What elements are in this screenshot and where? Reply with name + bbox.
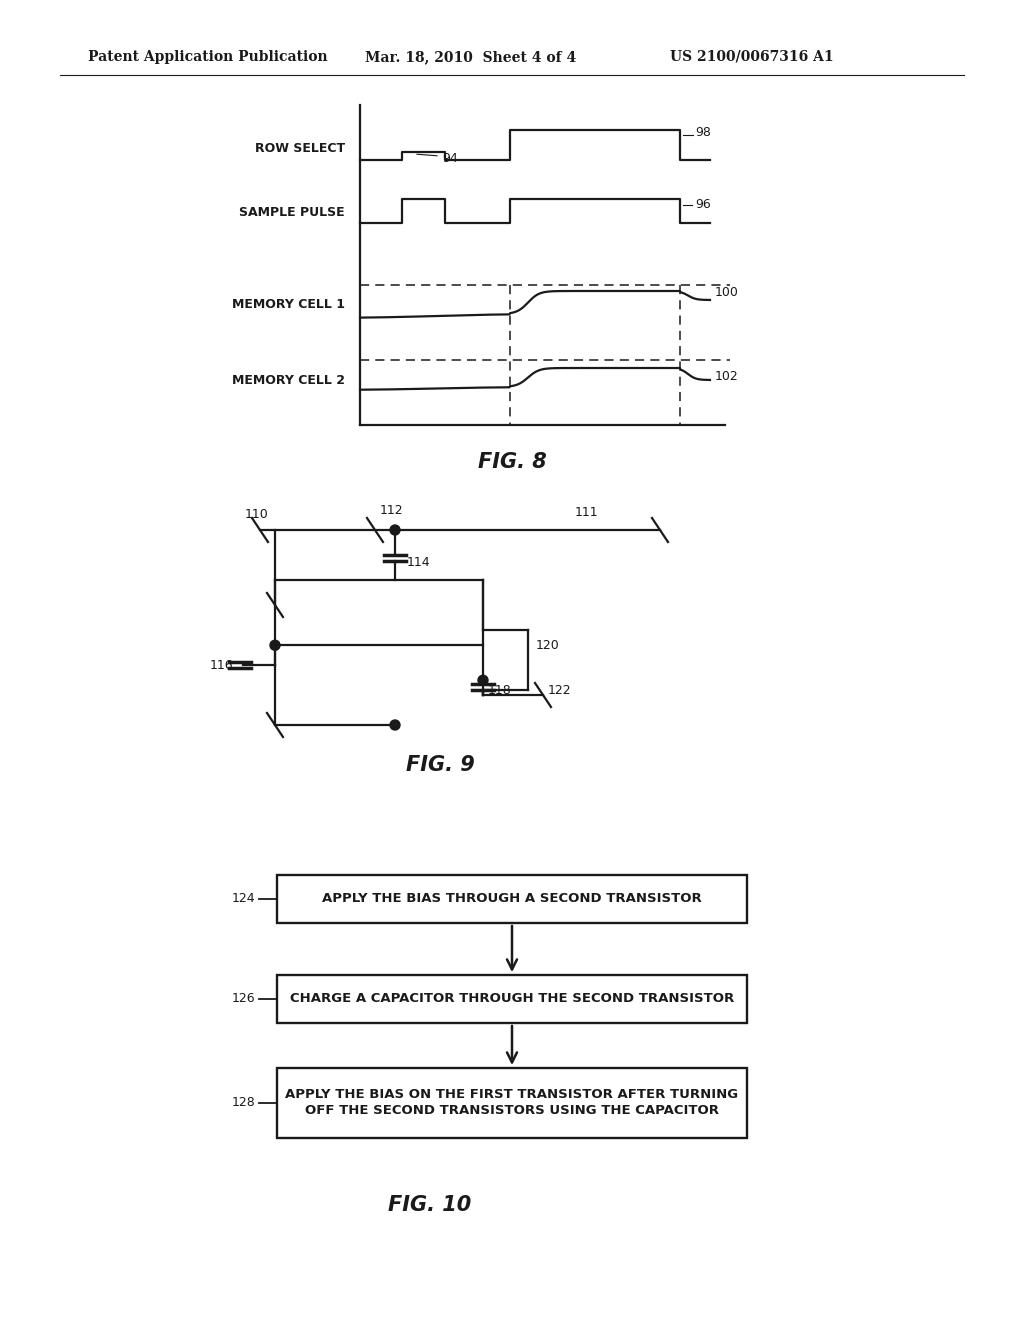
Bar [278, 975, 746, 1023]
Text: 124: 124 [231, 892, 255, 906]
Text: Patent Application Publication: Patent Application Publication [88, 50, 328, 63]
Text: 128: 128 [231, 1097, 255, 1110]
Text: FIG. 10: FIG. 10 [388, 1195, 472, 1214]
Text: 114: 114 [407, 557, 431, 569]
Text: US 2100/0067316 A1: US 2100/0067316 A1 [670, 50, 834, 63]
Text: Mar. 18, 2010  Sheet 4 of 4: Mar. 18, 2010 Sheet 4 of 4 [365, 50, 577, 63]
Text: APPLY THE BIAS ON THE FIRST TRANSISTOR AFTER TURNING: APPLY THE BIAS ON THE FIRST TRANSISTOR A… [286, 1089, 738, 1101]
Text: 96: 96 [695, 198, 711, 210]
Text: 111: 111 [575, 506, 599, 519]
Text: 116: 116 [210, 659, 233, 672]
Text: 98: 98 [695, 127, 711, 140]
Circle shape [390, 525, 400, 535]
Text: SAMPLE PULSE: SAMPLE PULSE [240, 206, 345, 219]
Text: FIG. 8: FIG. 8 [477, 451, 547, 473]
Text: 122: 122 [548, 684, 571, 697]
Circle shape [270, 640, 280, 651]
Text: FIG. 9: FIG. 9 [406, 755, 474, 775]
Text: MEMORY CELL 2: MEMORY CELL 2 [232, 374, 345, 387]
Text: APPLY THE BIAS THROUGH A SECOND TRANSISTOR: APPLY THE BIAS THROUGH A SECOND TRANSIST… [323, 892, 701, 906]
Text: 102: 102 [715, 371, 738, 384]
Text: OFF THE SECOND TRANSISTORS USING THE CAPACITOR: OFF THE SECOND TRANSISTORS USING THE CAP… [305, 1105, 719, 1118]
Text: CHARGE A CAPACITOR THROUGH THE SECOND TRANSISTOR: CHARGE A CAPACITOR THROUGH THE SECOND TR… [290, 993, 734, 1006]
Circle shape [478, 676, 488, 685]
Text: ROW SELECT: ROW SELECT [255, 141, 345, 154]
Text: 118: 118 [488, 684, 512, 697]
Bar [278, 875, 746, 923]
Text: MEMORY CELL 1: MEMORY CELL 1 [232, 298, 345, 312]
Text: 94: 94 [442, 152, 458, 165]
Text: 100: 100 [715, 286, 739, 300]
Bar [278, 1068, 746, 1138]
Text: 110: 110 [245, 508, 268, 521]
Text: 112: 112 [380, 503, 403, 516]
Text: 126: 126 [231, 993, 255, 1006]
Circle shape [390, 719, 400, 730]
Text: 120: 120 [536, 639, 560, 652]
